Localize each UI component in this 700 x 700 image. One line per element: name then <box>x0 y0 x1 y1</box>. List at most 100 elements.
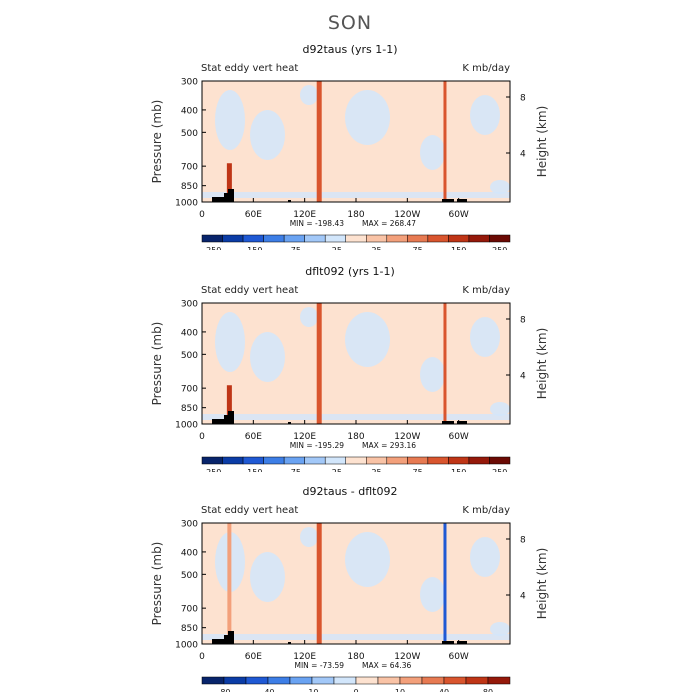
colorbar-swatch <box>263 234 285 243</box>
x-tick-label: 0 <box>199 652 205 662</box>
topography <box>288 200 291 202</box>
colorbar-swatch <box>366 234 388 243</box>
colorbar-swatch <box>386 234 408 243</box>
colorbar-label: -250 <box>203 246 221 250</box>
x-tick-label: 60W <box>448 210 468 220</box>
chart-svg: d92taus - dflt092 Stat eddy vert heat K mb… <box>150 485 549 697</box>
contour-region <box>345 90 390 145</box>
y-tick-label: 300 <box>181 520 198 530</box>
chart-svg: d92taus (yrs 1-1) Stat eddy vert heat K mb… <box>150 43 549 255</box>
colorbar-label: 75 <box>413 468 423 472</box>
contour-region <box>420 577 445 612</box>
y-tick-label: 850 <box>181 624 198 634</box>
colorbar-label: -25 <box>329 246 342 250</box>
colorbar-swatch <box>468 456 490 465</box>
contour-region <box>250 110 285 160</box>
feature-red-band-130E <box>316 523 322 644</box>
colorbar-swatch <box>304 234 326 243</box>
topography <box>288 642 291 644</box>
chart-left-label: Stat eddy vert heat <box>201 63 298 74</box>
colorbar-swatch <box>324 234 346 243</box>
colorbar-swatch <box>399 676 423 685</box>
feature-red-band-70W <box>443 81 447 202</box>
colorbar-label: -75 <box>288 246 301 250</box>
colorbar-label: 80 <box>483 688 493 692</box>
contour-region <box>490 402 510 416</box>
x-tick-label: 60E <box>245 652 262 662</box>
page-title: SON <box>327 12 373 34</box>
colorbar-swatch <box>366 456 388 465</box>
x-tick-label: 180 <box>347 210 364 220</box>
colorbar-swatch <box>468 234 490 243</box>
contour-region <box>470 95 500 135</box>
colorbar-swatch <box>355 676 379 685</box>
contour-region <box>490 180 510 194</box>
max-label: MAX = 293.16 <box>362 441 416 450</box>
colorbar-label: 250 <box>492 468 507 472</box>
colorbar-swatch <box>283 234 305 243</box>
colorbar-swatch <box>223 676 247 685</box>
colorbar-swatch <box>242 234 264 243</box>
colorbar-swatch <box>283 456 305 465</box>
y-tick-label: 300 <box>181 300 198 310</box>
contour-region <box>470 317 500 357</box>
colorbar-label: 0 <box>353 688 358 692</box>
contour-region <box>202 192 510 198</box>
colorbar-swatch <box>386 456 408 465</box>
topography <box>228 631 234 644</box>
colorbar-swatch <box>245 676 269 685</box>
contour-region <box>202 634 510 640</box>
colorbar-label: 250 <box>492 246 507 250</box>
colorbar-label: -10 <box>305 688 318 692</box>
contour-region <box>215 312 245 372</box>
colorbar-label: 25 <box>371 246 381 250</box>
x-tick-label: 0 <box>199 432 205 442</box>
colorbar-label: -40 <box>261 688 274 692</box>
y-tick-label: 700 <box>181 163 198 173</box>
y-tick-label: 700 <box>181 605 198 615</box>
colorbar-swatch <box>311 676 335 685</box>
y-tick-label: 500 <box>181 571 198 581</box>
feature-red-band-70W <box>443 303 447 424</box>
colorbar-swatch <box>489 456 511 465</box>
colorbar-swatch <box>448 456 470 465</box>
contour-region <box>345 312 390 367</box>
chart-title: d92taus (yrs 1-1) <box>302 43 397 56</box>
y-tick-label: 1000 <box>175 199 198 209</box>
colorbar-swatch <box>267 676 291 685</box>
contour-region <box>250 552 285 602</box>
colorbar-label: 75 <box>413 246 423 250</box>
colorbar-label: 10 <box>395 688 405 692</box>
colorbar-swatch <box>242 456 264 465</box>
colorbar-swatch <box>333 676 357 685</box>
contour-region <box>215 90 245 150</box>
y-tick-label: 400 <box>181 106 198 116</box>
colorbar-label: 150 <box>451 468 466 472</box>
x-tick-label: 120W <box>394 432 420 442</box>
colorbar-swatch <box>427 234 449 243</box>
chart-panel-3: d92taus - dflt092 Stat eddy vert heat K mb… <box>0 482 700 697</box>
x-tick-label: 120E <box>293 652 316 662</box>
contour-region <box>250 332 285 382</box>
chart-title: dflt092 (yrs 1-1) <box>305 265 395 278</box>
min-label: MIN = -73.59 <box>294 661 344 670</box>
colorbar-swatch <box>345 456 367 465</box>
topography <box>442 641 454 644</box>
topography <box>228 189 234 202</box>
y-tick-label: 500 <box>181 129 198 139</box>
contour-region <box>470 537 500 577</box>
contour-region <box>202 414 510 420</box>
x-tick-label: 120E <box>293 432 316 442</box>
y-tick-label: 1000 <box>175 641 198 651</box>
topography <box>442 421 454 424</box>
topography <box>288 422 291 424</box>
y2-tick-label: 8 <box>520 94 526 104</box>
x-tick-label: 60W <box>448 432 468 442</box>
chart-left-label: Stat eddy vert heat <box>201 505 298 516</box>
x-tick-label: 60E <box>245 432 262 442</box>
contour-region <box>300 527 318 547</box>
topography <box>442 199 454 202</box>
feature-plume-30E <box>226 163 232 202</box>
x-tick-label: 120E <box>293 210 316 220</box>
contour-region <box>420 357 445 392</box>
